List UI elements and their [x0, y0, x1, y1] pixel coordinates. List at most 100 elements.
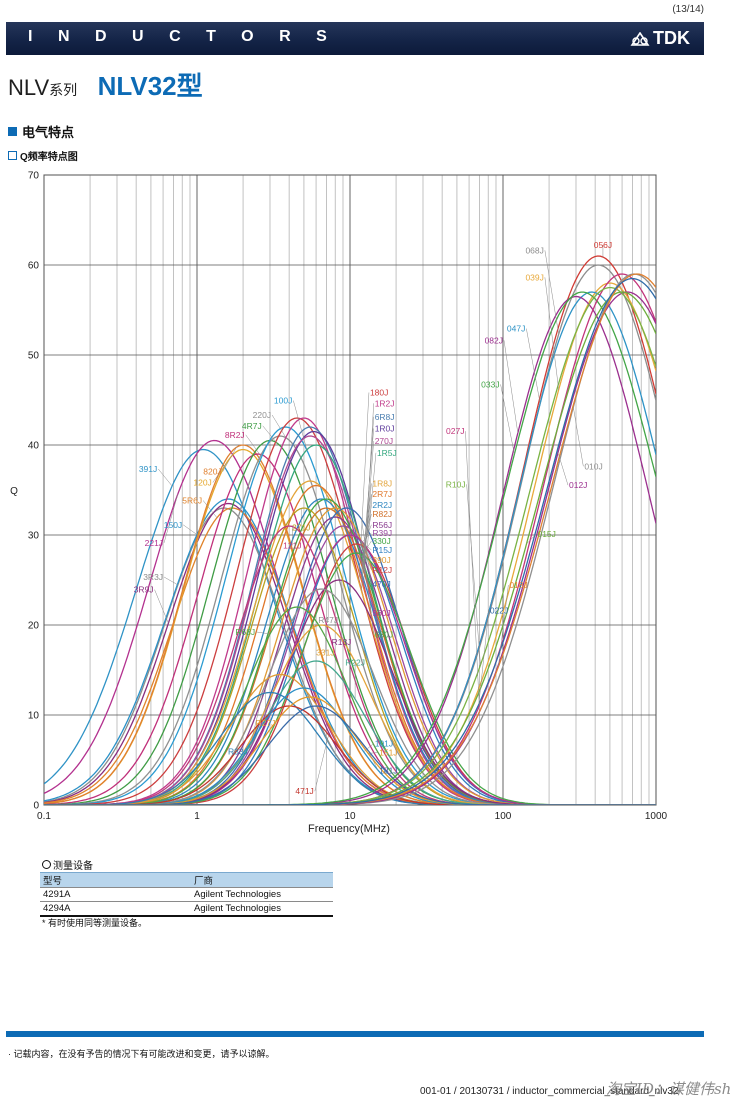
series-line-180j	[44, 417, 656, 805]
series-label-3r9j: 3R9J	[134, 585, 154, 595]
label-leader-line	[358, 392, 370, 581]
series-label-331j: 331J	[316, 648, 334, 658]
label-leader-line	[503, 340, 519, 434]
series-label-120j: 120J	[193, 478, 211, 488]
series-label-r33j: R33J	[228, 747, 248, 757]
series-label-018j: 018J	[509, 580, 527, 590]
series-name: NLV	[8, 75, 50, 100]
series-label-012j: 012J	[569, 480, 587, 490]
label-leader-line	[465, 431, 480, 706]
series-label-680j: 680J	[375, 630, 393, 640]
series-label-047j: 047J	[507, 324, 525, 334]
series-label-270j: 270J	[375, 436, 393, 446]
series-label-151j: 151J	[379, 748, 397, 758]
series-label-6r8j: 6R8J	[375, 412, 395, 422]
table-cell-model: 4294A	[40, 901, 191, 917]
label-leader-line	[361, 532, 372, 544]
series-label-221j: 221J	[145, 538, 163, 548]
series-line-3r9j	[44, 502, 656, 805]
x-tick-label: 100	[495, 811, 512, 822]
label-leader-line	[248, 693, 263, 752]
series-label-271j: 271J	[292, 523, 310, 533]
series-label-1r5j: 1R5J	[377, 448, 397, 458]
series-label-101j: 101J	[375, 739, 393, 749]
series-label-039j: 039J	[525, 272, 543, 282]
label-leader-line	[361, 541, 372, 551]
footer-rule	[6, 1031, 704, 1037]
series-label-r27j: R27J	[255, 718, 275, 728]
x-tick-label: 10	[344, 811, 356, 822]
series-line-r68j	[44, 606, 656, 805]
series-line-033j	[44, 291, 656, 805]
series-label-8r2j: 8R2J	[225, 430, 245, 440]
series-label-150j: 150J	[164, 520, 182, 530]
label-leader-line	[361, 518, 372, 585]
series-label-033j: 033J	[481, 379, 499, 389]
column-header-model: 型号	[40, 872, 191, 888]
product-type: NLV32型	[97, 71, 203, 101]
filled-square-icon	[8, 127, 17, 136]
x-tick-label: 1	[194, 811, 200, 822]
series-label-r22j: R22J	[345, 658, 365, 668]
tdk-emblem-icon	[630, 31, 650, 46]
y-tick-label: 40	[28, 441, 40, 452]
table-cell-maker: Agilent Technologies	[191, 901, 333, 917]
label-leader-line	[154, 589, 169, 624]
y-tick-label: 50	[28, 351, 40, 362]
series-label-5r6j: 5R6J	[182, 496, 202, 506]
series-label-015j: 015J	[537, 529, 555, 539]
series-label-471j: 471J	[295, 786, 313, 796]
series-line-082j	[44, 295, 656, 805]
series-label-2r7j: 2R7J	[372, 489, 392, 499]
series-suffix: 系列	[49, 82, 78, 98]
series-label-121j: 121J	[283, 541, 301, 551]
table-row: 4294A Agilent Technologies	[40, 901, 333, 917]
logo-text: TDK	[653, 28, 690, 48]
watermark: 淘宝ID：谋健伟sh	[606, 1080, 732, 1098]
equipment-table: 型号 厂商 4291A Agilent Technologies 4294A A…	[40, 872, 333, 917]
page-number: (13/14)	[672, 4, 704, 15]
series-label-181j: 181J	[379, 766, 397, 776]
x-tick-label: 1000	[645, 811, 668, 822]
equipment-heading: 测量设备	[42, 857, 93, 872]
series-label-560j: 560J	[372, 608, 390, 618]
label-leader-line	[544, 277, 559, 390]
label-leader-line	[478, 610, 490, 705]
label-leader-line	[466, 484, 481, 666]
series-label-3r3j: 3R3J	[143, 572, 163, 582]
label-leader-line	[202, 500, 218, 518]
label-leader-line	[544, 250, 559, 335]
label-leader-line	[557, 452, 569, 486]
series-label-180j: 180J	[370, 388, 388, 398]
label-leader-line	[163, 493, 179, 543]
series-label-027j: 027J	[446, 426, 464, 436]
product-title: NLV系列 NLV32型	[8, 66, 203, 103]
label-leader-line	[526, 533, 537, 545]
label-leader-line	[212, 462, 227, 483]
series-label-r56j: R56J	[372, 520, 392, 530]
label-leader-line	[363, 428, 374, 553]
table-cell-maker: Agilent Technologies	[191, 887, 333, 902]
document-id: 001-01 / 20130731 / inductor_commercial_…	[420, 1086, 679, 1097]
series-label-r47j: R47J	[318, 615, 338, 625]
series-label-r39j: R39J	[372, 528, 392, 538]
series-label-470j: 470J	[372, 579, 390, 589]
series-label-220j: 220J	[253, 410, 271, 420]
series-label-010j: 010J	[584, 461, 602, 471]
series-label-391j: 391J	[139, 464, 157, 474]
series-label-100j: 100J	[274, 396, 292, 406]
label-leader-line	[361, 545, 372, 570]
chart-series	[44, 255, 656, 805]
y-tick-label: 30	[28, 531, 40, 542]
series-label-1r8j: 1R8J	[372, 478, 392, 488]
label-leader-line	[183, 524, 198, 535]
label-leader-line	[158, 468, 173, 487]
series-label-r15j: R15J	[372, 545, 392, 555]
x-tick-label: 0.1	[37, 811, 51, 822]
label-leader-line	[363, 555, 374, 635]
label-leader-line	[293, 400, 308, 451]
series-label-068j: 068J	[525, 245, 543, 255]
series-label-2r2j: 2R2J	[372, 500, 392, 510]
hollow-square-icon	[8, 151, 17, 160]
